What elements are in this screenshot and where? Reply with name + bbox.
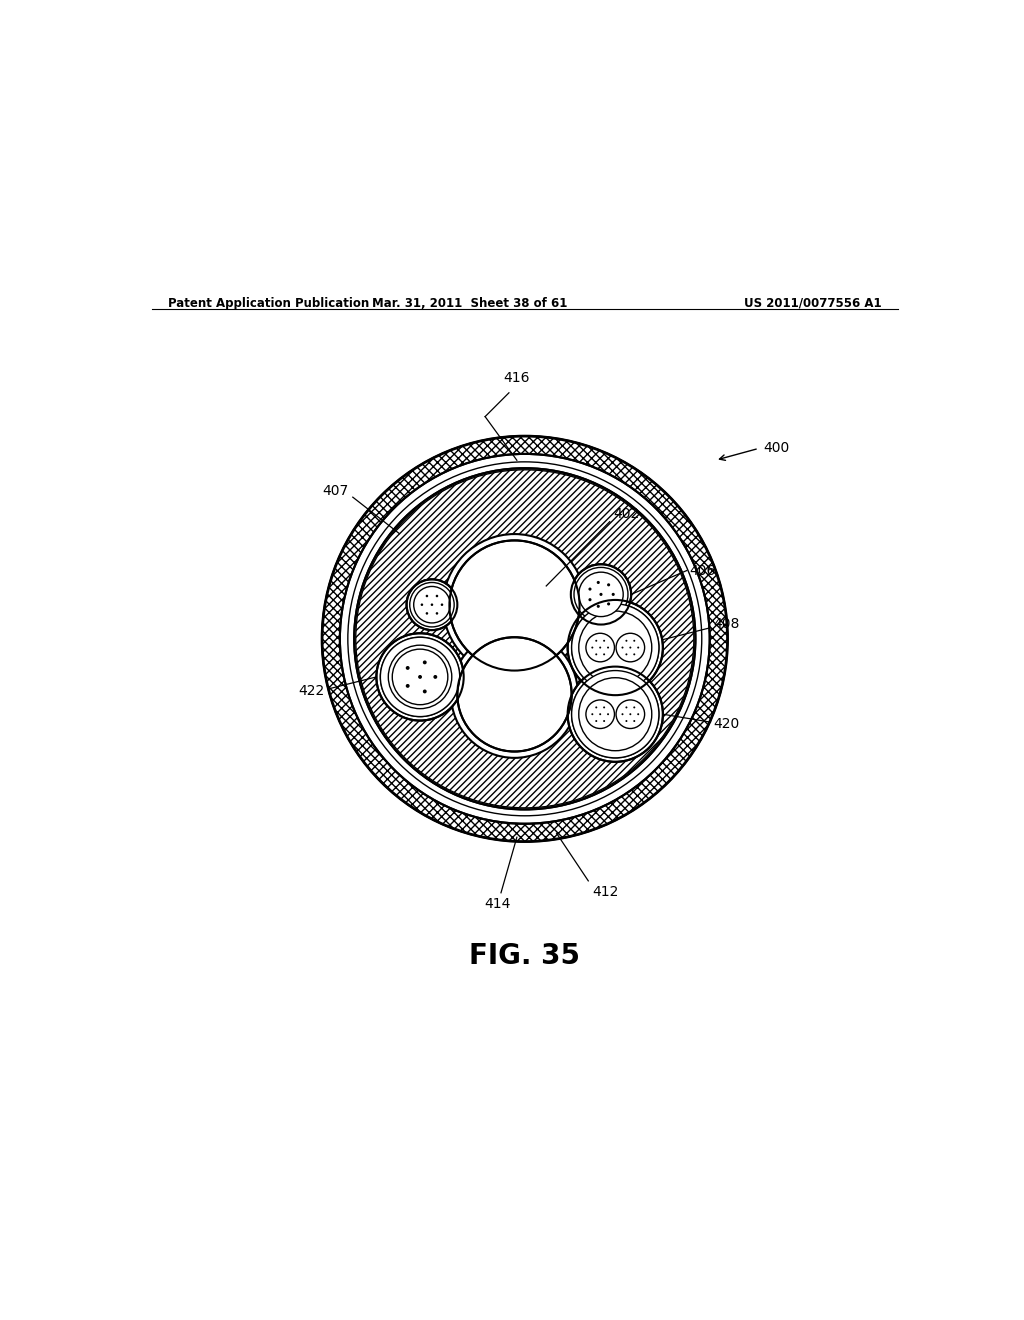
- Circle shape: [443, 535, 586, 677]
- Circle shape: [599, 647, 601, 648]
- Circle shape: [607, 647, 609, 648]
- Circle shape: [630, 713, 632, 715]
- Circle shape: [591, 713, 593, 715]
- Circle shape: [626, 653, 628, 655]
- Circle shape: [414, 586, 451, 623]
- Text: 408: 408: [713, 616, 739, 631]
- Text: 407: 407: [323, 484, 349, 498]
- Circle shape: [586, 634, 614, 661]
- Circle shape: [626, 719, 628, 722]
- Circle shape: [323, 437, 727, 841]
- Circle shape: [388, 645, 452, 709]
- Circle shape: [607, 583, 610, 586]
- Circle shape: [637, 713, 639, 715]
- Circle shape: [426, 595, 428, 597]
- Circle shape: [406, 684, 410, 688]
- Circle shape: [603, 719, 605, 722]
- Circle shape: [607, 602, 610, 606]
- Circle shape: [626, 706, 628, 709]
- Circle shape: [450, 540, 580, 671]
- Circle shape: [603, 653, 605, 655]
- Text: Patent Application Publication: Patent Application Publication: [168, 297, 369, 310]
- Circle shape: [616, 700, 645, 729]
- Circle shape: [574, 568, 628, 622]
- Circle shape: [616, 634, 645, 661]
- Circle shape: [622, 713, 624, 715]
- Circle shape: [595, 653, 597, 655]
- Circle shape: [410, 582, 455, 627]
- Circle shape: [392, 649, 447, 705]
- Circle shape: [380, 638, 460, 717]
- Circle shape: [595, 640, 597, 642]
- Circle shape: [354, 469, 695, 809]
- Circle shape: [611, 593, 614, 595]
- Circle shape: [603, 706, 605, 709]
- Text: 412: 412: [592, 884, 618, 899]
- Circle shape: [599, 713, 601, 715]
- Circle shape: [571, 671, 658, 758]
- Circle shape: [421, 603, 423, 606]
- Circle shape: [435, 612, 438, 615]
- Circle shape: [426, 612, 428, 615]
- Circle shape: [622, 647, 624, 648]
- Circle shape: [586, 700, 614, 729]
- Text: 402: 402: [613, 507, 640, 521]
- Circle shape: [571, 605, 658, 692]
- Circle shape: [567, 667, 663, 762]
- Circle shape: [435, 595, 438, 597]
- Text: 406: 406: [689, 564, 716, 578]
- Circle shape: [355, 470, 694, 808]
- Circle shape: [451, 631, 578, 758]
- Circle shape: [423, 660, 427, 664]
- Circle shape: [440, 603, 443, 606]
- Circle shape: [633, 653, 635, 655]
- Circle shape: [589, 587, 592, 590]
- Circle shape: [591, 647, 593, 648]
- Circle shape: [406, 667, 410, 669]
- Circle shape: [637, 647, 639, 648]
- Text: 414: 414: [483, 896, 510, 911]
- Text: 422: 422: [299, 684, 325, 698]
- Circle shape: [633, 706, 635, 709]
- Circle shape: [458, 638, 571, 751]
- Circle shape: [377, 634, 464, 721]
- Circle shape: [431, 603, 433, 606]
- Circle shape: [626, 640, 628, 642]
- Circle shape: [407, 579, 458, 630]
- Text: Mar. 31, 2011  Sheet 38 of 61: Mar. 31, 2011 Sheet 38 of 61: [372, 297, 567, 310]
- Text: US 2011/0077556 A1: US 2011/0077556 A1: [744, 297, 882, 310]
- Circle shape: [595, 706, 597, 709]
- Circle shape: [571, 671, 658, 758]
- Circle shape: [597, 581, 600, 583]
- Text: 420: 420: [713, 717, 739, 731]
- Circle shape: [433, 675, 437, 678]
- Text: 416: 416: [504, 371, 530, 385]
- Circle shape: [579, 611, 651, 684]
- Circle shape: [603, 640, 605, 642]
- Circle shape: [571, 605, 658, 692]
- Circle shape: [589, 598, 592, 601]
- Circle shape: [380, 638, 460, 717]
- Circle shape: [579, 677, 651, 751]
- Circle shape: [340, 454, 710, 824]
- Circle shape: [599, 593, 602, 595]
- Circle shape: [633, 719, 635, 722]
- Circle shape: [633, 640, 635, 642]
- Circle shape: [597, 605, 600, 607]
- Circle shape: [630, 647, 632, 648]
- Text: 400: 400: [763, 441, 790, 455]
- Text: FIG. 35: FIG. 35: [469, 942, 581, 970]
- Circle shape: [323, 437, 727, 841]
- Circle shape: [423, 689, 427, 693]
- Circle shape: [418, 675, 422, 678]
- Circle shape: [570, 564, 631, 624]
- Circle shape: [579, 572, 624, 616]
- Circle shape: [607, 713, 609, 715]
- Circle shape: [595, 719, 597, 722]
- Circle shape: [567, 599, 663, 696]
